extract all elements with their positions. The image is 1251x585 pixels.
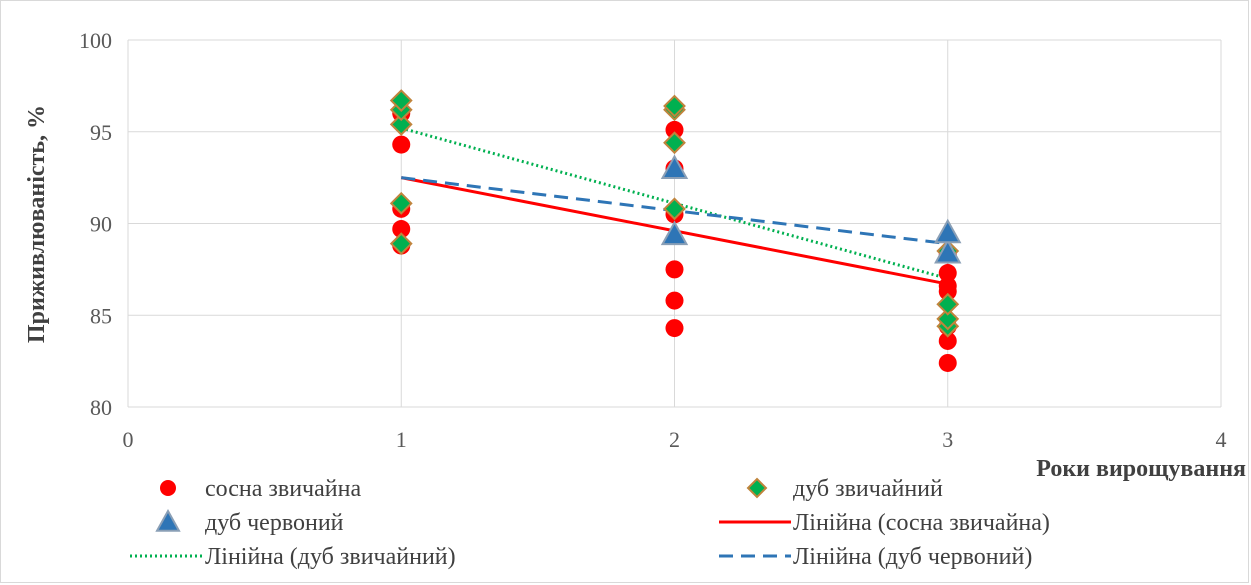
triangle-point	[660, 220, 689, 246]
legend-label: Лінійна (дуб звичайний)	[205, 544, 456, 570]
diamond-point	[389, 112, 413, 136]
grid	[127, 39, 1222, 408]
legend-label: Лінійна (дуб червоний)	[793, 544, 1032, 570]
circle-point	[938, 331, 957, 350]
diamond-point	[936, 307, 960, 331]
circle-point	[392, 220, 411, 239]
x-tick-label: 0	[123, 427, 134, 452]
legend-diamond-icon	[746, 477, 768, 499]
y-tick-label: 95	[90, 120, 112, 145]
tick-labels: 80 85 90 95 100 0 1 2 3 4	[79, 28, 1227, 452]
legend-label: сосна звичайна	[205, 476, 361, 502]
circle-point	[665, 260, 684, 279]
legend: сосна звичайна дуб звичайний дуб червоний Л…	[130, 476, 1050, 570]
y-tick-label: 90	[90, 212, 112, 237]
legend-item: дуб червоний	[155, 508, 344, 536]
x-tick-label: 1	[396, 427, 407, 452]
legend-circle-icon	[160, 480, 176, 496]
legend-label: дуб звичайний	[793, 476, 943, 502]
legend-item: сосна звичайна	[160, 476, 361, 502]
y-tick-label: 80	[90, 395, 112, 420]
triangle-point	[934, 218, 962, 244]
diamond-point	[663, 131, 686, 155]
triangle-point	[660, 154, 689, 180]
data-points	[389, 89, 962, 372]
diamond-point	[936, 292, 960, 316]
diamond-point	[389, 191, 413, 215]
circle-point	[938, 264, 957, 283]
diamond-point	[389, 232, 413, 256]
x-tick-label: 2	[669, 427, 680, 452]
legend-item: Лінійна (дуб червоний)	[719, 544, 1032, 570]
legend-label: дуб червоний	[205, 510, 344, 536]
x-axis-title: Роки вирощування	[1036, 456, 1246, 482]
circle-point	[665, 120, 684, 139]
y-tick-label: 100	[79, 28, 112, 53]
circle-point	[665, 319, 684, 338]
legend-triangle-icon	[155, 508, 181, 532]
circle-point	[665, 291, 684, 310]
circle-point	[938, 353, 957, 372]
legend-item: Лінійна (сосна звичайна)	[719, 510, 1050, 536]
y-tick-label: 85	[90, 303, 112, 328]
diamond-point	[389, 89, 413, 112]
legend-item: дуб звичайний	[746, 476, 943, 502]
diamond-point	[663, 197, 686, 221]
legend-item: Лінійна (дуб звичайний)	[130, 544, 456, 570]
diamond-point	[663, 94, 686, 118]
circle-point	[392, 135, 411, 154]
x-tick-label: 4	[1216, 427, 1227, 452]
circle-point	[938, 276, 957, 295]
x-tick-label: 3	[942, 427, 953, 452]
y-axis-title: Приживлюваність, %	[24, 105, 50, 343]
legend-label: Лінійна (сосна звичайна)	[793, 510, 1050, 536]
triangle-point	[934, 238, 962, 264]
